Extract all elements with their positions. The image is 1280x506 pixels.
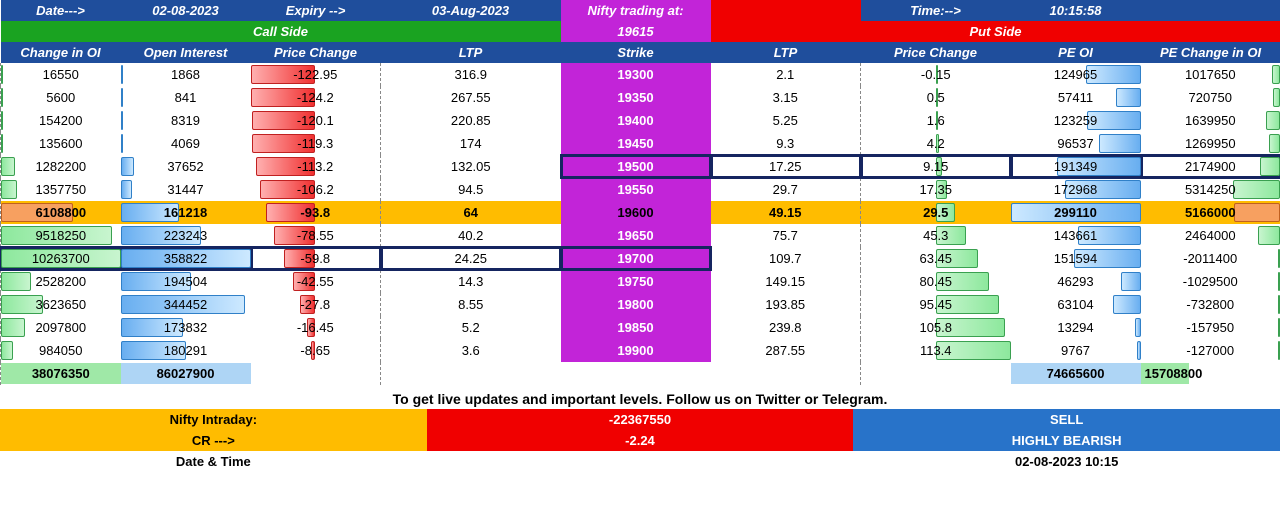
datetime-value: 02-08-2023 10:15 [853,451,1280,472]
nifty-value: 19615 [561,21,711,42]
totals-row: 38076350 86027900 74665600 15708800 [1,362,1280,385]
col-open-interest: Open Interest [121,42,251,63]
col-change-oi-ce: Change in OI [1,42,121,63]
data-row: 2528200194504-42.5514.319750149.1580.454… [1,270,1280,293]
expiry-label: Expiry --> [251,0,381,21]
total-pe-change-oi: 15708800 [1141,363,1190,384]
col-ltp-ce: LTP [381,42,561,63]
col-strike: Strike [561,42,711,63]
col-price-change-ce: Price Change [251,42,381,63]
data-row: 6108800161218-93.8641960049.1529.5299110… [1,201,1280,224]
data-row: 1356004069-119.3174194509.34.29653712699… [1,132,1280,155]
datetime-label: Date & Time [0,451,427,472]
option-chain-table: Date---> 02-08-2023 Expiry --> 03-Aug-20… [0,0,1280,385]
nifty-label: Nifty trading at: [561,0,711,21]
time-label: Time:--> [861,0,1011,21]
footer-summary-table: Nifty Intraday: -22367550 SELL CR ---> -… [0,409,1280,472]
nifty-intraday-value: -22367550 [427,409,854,430]
data-row: 1542008319-120.1220.85194005.251.6123259… [1,109,1280,132]
column-header-row: Change in OI Open Interest Price Change … [1,42,1280,63]
col-ltp-pe: LTP [711,42,861,63]
data-row: 10263700358822-59.824.2519700109.763.451… [1,247,1280,270]
data-row: 5600841-124.2267.55193503.150.5574117207… [1,86,1280,109]
header-row-1: Date---> 02-08-2023 Expiry --> 03-Aug-20… [1,0,1280,21]
total-open-interest: 86027900 [121,363,251,384]
data-row: 984050180291-8.653.619900287.55113.49767… [1,339,1280,362]
data-row: 9518250223243-78.5540.21965075.745.31436… [1,224,1280,247]
data-row: 2097800173832-16.455.219850239.8105.8132… [1,316,1280,339]
signal-action: SELL [853,409,1280,430]
total-pe-oi: 74665600 [1011,363,1141,384]
col-pe-change-oi: PE Change in OI [1141,42,1280,63]
date-value: 02-08-2023 [121,0,251,21]
put-side-label: Put Side [711,21,1280,42]
data-row: 128220037652-113.2132.051950017.259.1519… [1,155,1280,178]
date-label: Date---> [1,0,121,21]
data-row: 165501868-122.95316.9193002.1-0.15124965… [1,63,1280,86]
data-row: 3623650344452-27.88.5519800193.8595.4563… [1,293,1280,316]
header-row-2: Call Side 19615 Put Side [1,21,1280,42]
cr-label: CR ---> [0,430,427,451]
expiry-value: 03-Aug-2023 [381,0,561,21]
col-price-change-pe: Price Change [861,42,1011,63]
total-change-oi-ce: 38076350 [1,363,121,384]
cr-value: -2.24 [427,430,854,451]
time-value: 10:15:58 [1011,0,1141,21]
nifty-intraday-label: Nifty Intraday: [0,409,427,430]
signal-sentiment: HIGHLY BEARISH [853,430,1280,451]
data-row: 135775031447-106.294.51955029.717.351729… [1,178,1280,201]
col-pe-oi: PE OI [1011,42,1141,63]
call-side-label: Call Side [1,21,561,42]
promo-text: To get live updates and important levels… [0,385,1280,409]
